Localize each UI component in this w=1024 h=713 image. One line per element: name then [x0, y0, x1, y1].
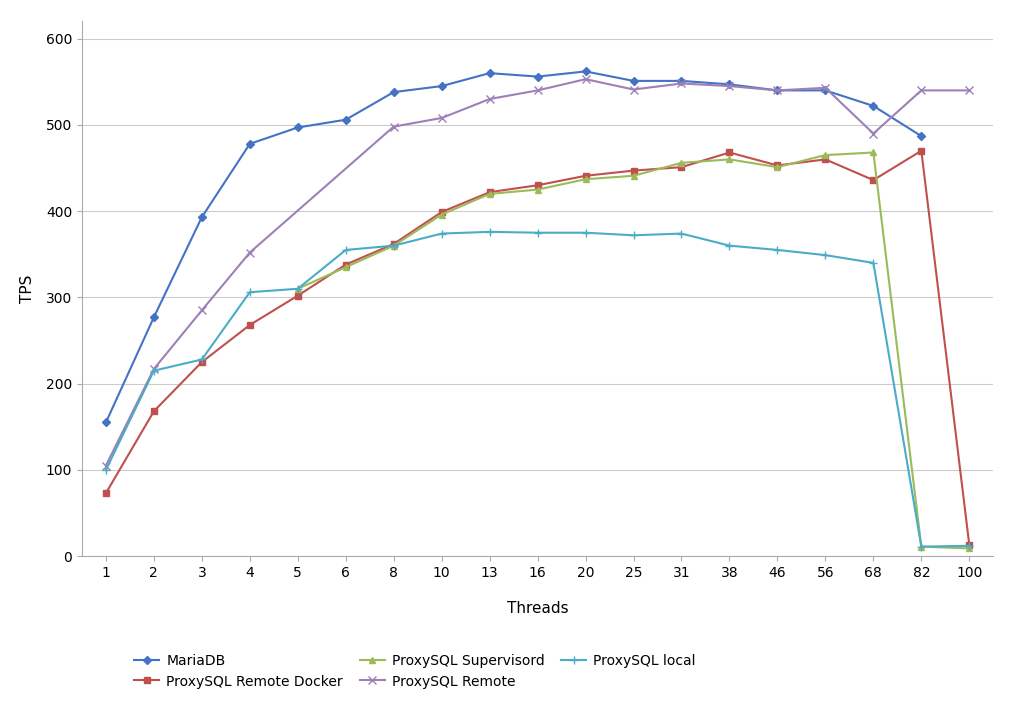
ProxySQL Supervisord: [292, 284, 304, 293]
ProxySQL Remote: [147, 364, 160, 374]
MariaDB: [387, 88, 399, 96]
ProxySQL local: [531, 228, 544, 237]
MariaDB: [147, 313, 160, 322]
ProxySQL Remote Docker: [915, 146, 928, 155]
ProxySQL Supervisord: [483, 190, 496, 198]
ProxySQL Remote: [964, 86, 976, 95]
ProxySQL Remote Docker: [387, 240, 399, 248]
ProxySQL Remote Docker: [147, 407, 160, 416]
ProxySQL Supervisord: [387, 242, 399, 250]
ProxySQL Remote: [531, 86, 544, 95]
ProxySQL Supervisord: [819, 151, 831, 160]
ProxySQL Supervisord: [915, 543, 928, 551]
ProxySQL Supervisord: [771, 163, 783, 171]
Line: ProxySQL Remote Docker: ProxySQL Remote Docker: [103, 148, 972, 548]
ProxySQL Remote Docker: [196, 358, 208, 366]
ProxySQL Supervisord: [723, 155, 735, 164]
ProxySQL Supervisord: [435, 210, 447, 219]
ProxySQL local: [915, 543, 928, 551]
ProxySQL Remote Docker: [292, 292, 304, 300]
Line: ProxySQL Supervisord: ProxySQL Supervisord: [294, 149, 973, 552]
ProxySQL Remote Docker: [531, 181, 544, 190]
Line: MariaDB: MariaDB: [103, 68, 924, 425]
MariaDB: [340, 116, 352, 124]
ProxySQL Remote Docker: [819, 155, 831, 164]
ProxySQL Remote: [819, 83, 831, 92]
ProxySQL Supervisord: [340, 263, 352, 272]
MariaDB: [196, 213, 208, 222]
ProxySQL Remote Docker: [340, 260, 352, 269]
ProxySQL Remote Docker: [867, 176, 880, 185]
ProxySQL local: [771, 246, 783, 255]
ProxySQL Supervisord: [867, 148, 880, 157]
ProxySQL Supervisord: [580, 175, 592, 183]
ProxySQL local: [964, 541, 976, 550]
ProxySQL Supervisord: [964, 544, 976, 553]
MariaDB: [244, 140, 256, 148]
MariaDB: [676, 76, 688, 85]
ProxySQL Remote: [483, 95, 496, 103]
ProxySQL local: [340, 246, 352, 255]
ProxySQL local: [628, 231, 640, 240]
ProxySQL Remote Docker: [580, 172, 592, 180]
MariaDB: [531, 72, 544, 81]
ProxySQL Remote: [628, 86, 640, 94]
ProxySQL local: [244, 288, 256, 297]
ProxySQL Remote Docker: [628, 166, 640, 175]
ProxySQL local: [435, 230, 447, 238]
ProxySQL local: [819, 251, 831, 260]
Y-axis label: TPS: TPS: [19, 275, 35, 303]
ProxySQL local: [483, 227, 496, 236]
ProxySQL Supervisord: [676, 158, 688, 167]
ProxySQL local: [196, 355, 208, 364]
ProxySQL Remote Docker: [99, 489, 112, 498]
ProxySQL Supervisord: [531, 185, 544, 194]
ProxySQL local: [580, 228, 592, 237]
MariaDB: [819, 86, 831, 95]
MariaDB: [723, 80, 735, 88]
ProxySQL Remote Docker: [723, 148, 735, 157]
ProxySQL Remote: [723, 82, 735, 91]
ProxySQL Remote: [771, 86, 783, 95]
Legend: MariaDB, ProxySQL Remote Docker, ProxySQL Supervisord, ProxySQL Remote, ProxySQL: MariaDB, ProxySQL Remote Docker, ProxySQ…: [134, 654, 695, 689]
MariaDB: [771, 86, 783, 95]
ProxySQL Remote Docker: [244, 321, 256, 329]
ProxySQL Remote: [915, 86, 928, 95]
ProxySQL Supervisord: [628, 172, 640, 180]
ProxySQL Remote: [580, 75, 592, 83]
MariaDB: [483, 69, 496, 78]
Line: ProxySQL local: ProxySQL local: [101, 227, 974, 551]
MariaDB: [435, 82, 447, 91]
ProxySQL local: [147, 366, 160, 375]
ProxySQL Remote: [244, 248, 256, 257]
ProxySQL Remote Docker: [676, 163, 688, 171]
MariaDB: [628, 76, 640, 85]
ProxySQL Remote: [387, 123, 399, 131]
MariaDB: [867, 102, 880, 111]
ProxySQL Remote: [99, 461, 112, 470]
Line: ProxySQL Remote: ProxySQL Remote: [101, 75, 974, 470]
ProxySQL Remote Docker: [771, 161, 783, 170]
ProxySQL Remote: [435, 113, 447, 122]
ProxySQL Remote: [196, 306, 208, 314]
MariaDB: [915, 132, 928, 140]
ProxySQL Remote Docker: [483, 188, 496, 197]
ProxySQL local: [99, 466, 112, 474]
MariaDB: [580, 67, 592, 76]
ProxySQL Remote: [676, 79, 688, 88]
ProxySQL local: [723, 242, 735, 250]
ProxySQL local: [387, 242, 399, 250]
ProxySQL local: [676, 230, 688, 238]
ProxySQL local: [292, 284, 304, 293]
X-axis label: Threads: Threads: [507, 600, 568, 616]
MariaDB: [292, 123, 304, 132]
MariaDB: [99, 418, 112, 426]
ProxySQL Remote Docker: [435, 207, 447, 216]
ProxySQL Remote Docker: [964, 540, 976, 549]
ProxySQL Remote: [867, 129, 880, 138]
ProxySQL local: [867, 259, 880, 267]
